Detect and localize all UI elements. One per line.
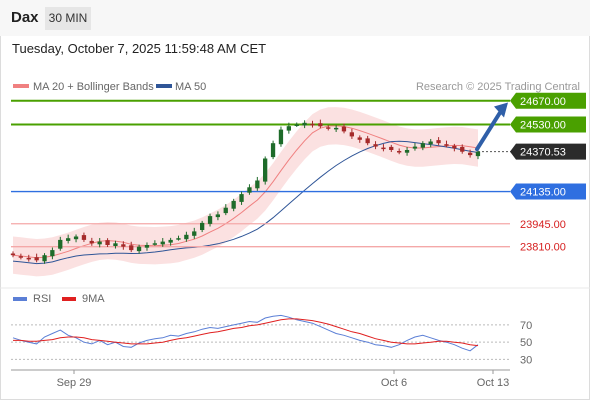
candle-body	[286, 126, 291, 131]
symbol-title: Dax	[11, 9, 39, 26]
candle-body	[428, 141, 433, 145]
candle-body	[160, 241, 165, 245]
forecast-arrow-head	[494, 102, 508, 118]
candle-body	[223, 207, 228, 214]
candle-body	[73, 236, 79, 240]
candle-body	[26, 257, 31, 260]
candle-body	[357, 137, 362, 140]
candle-body	[66, 238, 71, 241]
candle-body	[247, 187, 252, 193]
candle-body	[278, 129, 284, 145]
ma20-line	[12, 125, 479, 259]
candle-body	[255, 180, 260, 189]
candle-body	[129, 245, 134, 251]
ma50-legend-swatch	[156, 84, 172, 88]
candle-body	[365, 138, 370, 144]
candle-body	[460, 146, 465, 152]
candle-body	[10, 253, 16, 256]
candle-body	[404, 150, 410, 153]
level-label-24670.00: 24670.00	[520, 96, 566, 108]
candle-body	[231, 200, 236, 209]
level-tag-24135.00	[510, 183, 586, 200]
candle-body	[468, 152, 473, 156]
candle-body	[58, 239, 63, 249]
ma20-legend-swatch	[13, 84, 29, 88]
candle-body	[239, 194, 244, 202]
candle-body	[144, 245, 150, 248]
candle-body	[176, 238, 181, 240]
candle-body	[105, 240, 110, 245]
candle-body	[184, 234, 189, 240]
candle-body	[18, 256, 23, 258]
candle-body	[412, 146, 418, 149]
candle-body	[436, 140, 441, 144]
candle-body	[34, 257, 39, 261]
rsi-ma-line	[13, 318, 479, 347]
candle-body	[310, 123, 315, 126]
level-tag-24370.53	[510, 143, 586, 160]
level-label-24370.53: 24370.53	[520, 147, 566, 159]
candle-body	[113, 243, 118, 246]
candle-body	[168, 239, 173, 243]
candle-body	[97, 241, 102, 245]
candle-body	[381, 147, 386, 150]
candle-body	[121, 244, 126, 247]
level-label-23945.00: 23945.00	[520, 219, 566, 231]
time-tick-label: Sep 29	[57, 377, 92, 389]
candle-body	[81, 235, 87, 240]
candle-body	[444, 144, 449, 146]
candle-body	[334, 127, 339, 130]
rsi-ma-legend-swatch	[62, 297, 76, 301]
candle-body	[42, 255, 47, 262]
rsi-line	[12, 314, 479, 352]
rsi-level-label-50: 50	[520, 337, 532, 349]
rsi-ma-legend-label: 9MA	[82, 293, 105, 305]
candle-body	[270, 143, 276, 158]
rsi-legend-label: RSI	[33, 293, 51, 305]
timeframe-button[interactable]: 30 MIN	[45, 7, 91, 30]
rsi-level-label-70: 70	[520, 320, 532, 332]
rsi-legend-swatch	[13, 297, 27, 301]
ma50-legend-label: MA 50	[175, 81, 206, 93]
candle-body	[326, 127, 331, 129]
forecast-arrow-shaft	[475, 107, 504, 152]
level-label-24135.00: 24135.00	[520, 187, 566, 199]
level-label-24530.00: 24530.00	[520, 120, 566, 132]
candle-body	[294, 124, 299, 126]
candle-body	[200, 222, 205, 230]
timestamp: Tuesday, October 7, 2025 11:59:48 AM CET	[12, 41, 267, 56]
time-tick-label: Oct 13	[477, 377, 509, 389]
candle-body	[420, 143, 425, 148]
header-bar: Dax 30 MIN	[0, 0, 590, 36]
candle-body	[207, 216, 213, 224]
candle-body	[397, 151, 402, 153]
level-tag-24530.00	[510, 116, 586, 133]
candle-body	[318, 123, 323, 127]
candle-body	[341, 126, 347, 132]
candle-body	[475, 151, 481, 157]
rsi-level-label-30: 30	[520, 354, 532, 366]
candle-body	[152, 243, 157, 245]
candle-body	[373, 144, 378, 147]
candle-body	[215, 214, 220, 218]
time-tick-label: Oct 6	[381, 377, 407, 389]
candle-body	[302, 122, 307, 126]
candle-body	[452, 145, 457, 149]
candle-body	[192, 231, 197, 236]
candle-body	[389, 146, 394, 150]
candle-body	[349, 132, 354, 137]
candle-body	[263, 158, 268, 182]
credit-text: Research © 2025 Trading Central	[416, 81, 580, 93]
ma20-legend-label: MA 20 + Bollinger Bands	[33, 81, 154, 93]
candle-body	[136, 246, 142, 252]
ma50-line	[12, 140, 479, 265]
level-tag-24670.00	[510, 92, 586, 109]
candle-body	[89, 240, 94, 244]
level-label-23810.00: 23810.00	[520, 242, 566, 254]
candle-body	[50, 250, 55, 257]
